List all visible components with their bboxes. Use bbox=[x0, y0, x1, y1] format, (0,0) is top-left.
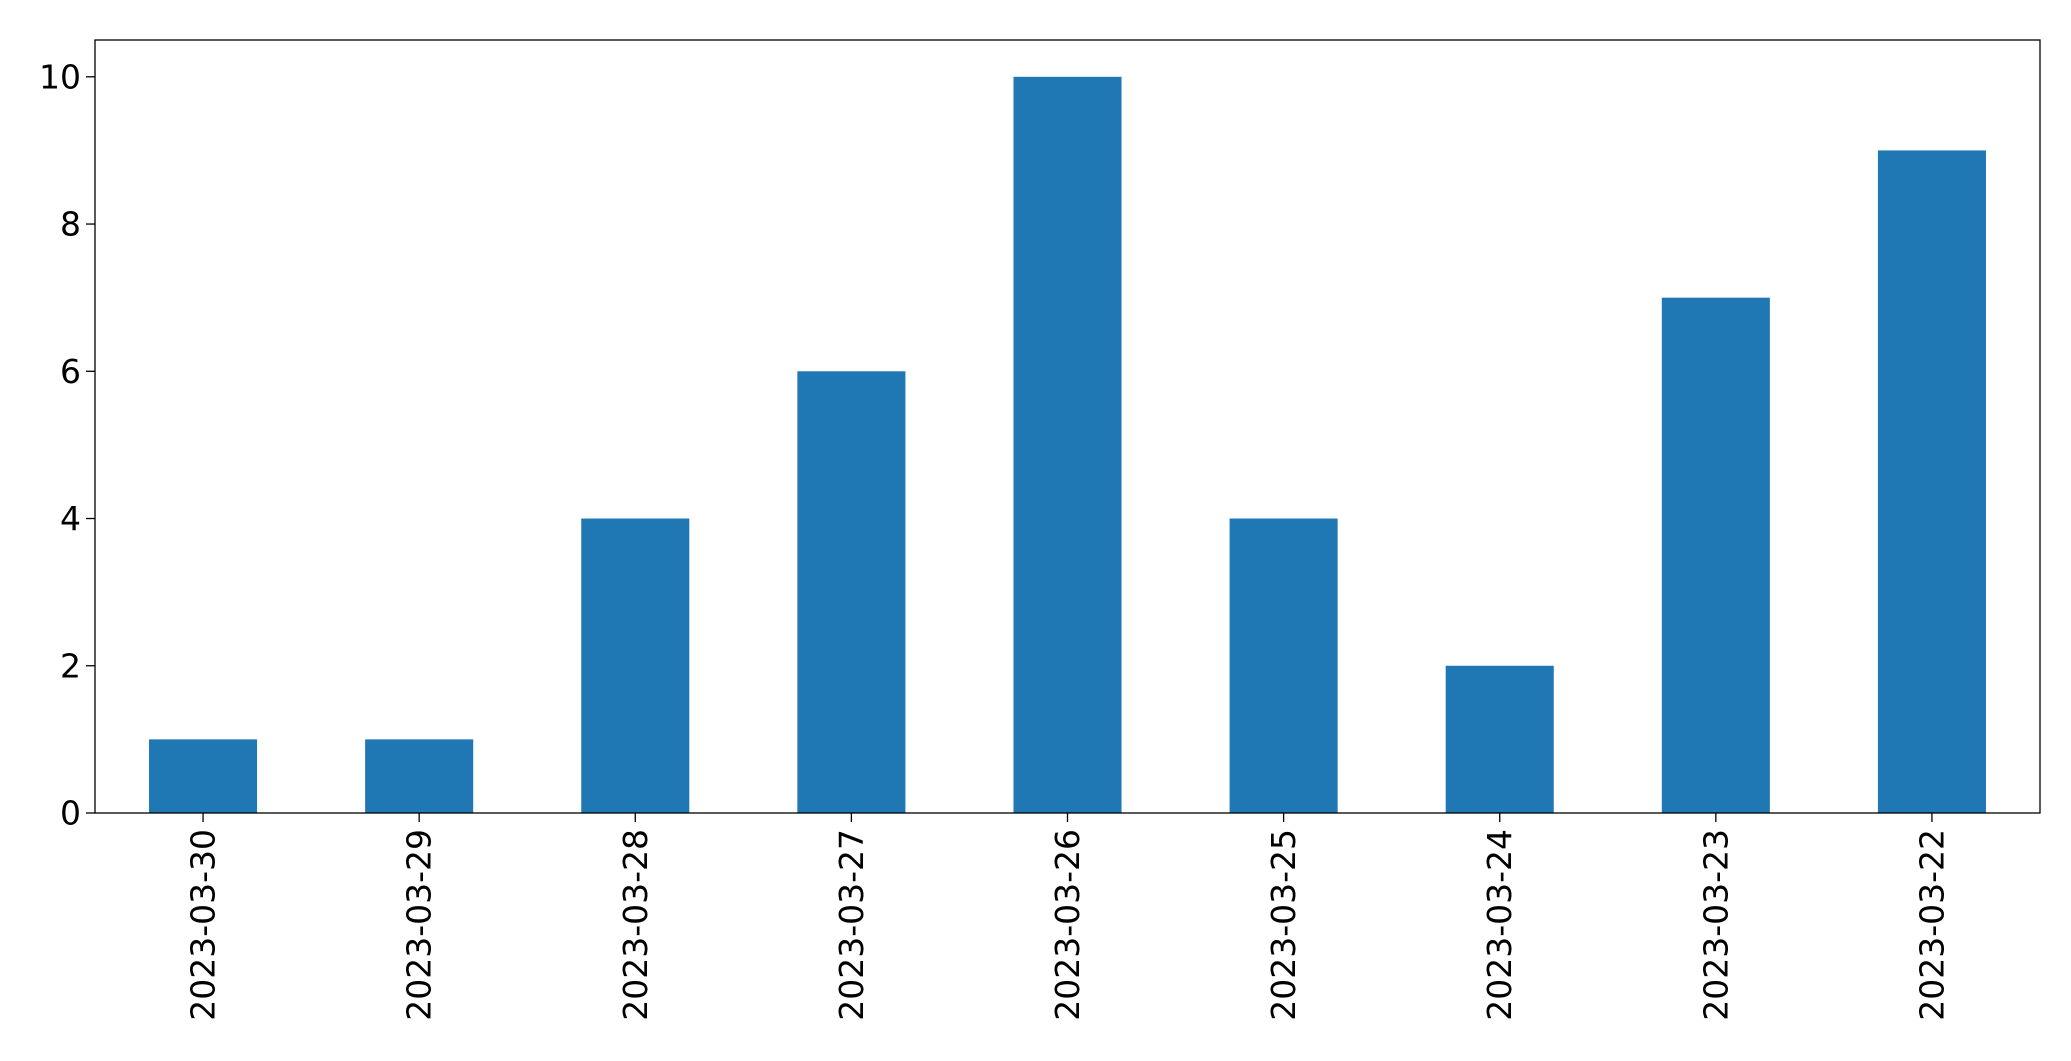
bar-2023-03-22 bbox=[1877, 150, 1986, 813]
bar-2023-03-27 bbox=[797, 371, 906, 813]
y-tick-label: 0 bbox=[60, 794, 81, 833]
x-tick-label: 2023-03-29 bbox=[400, 829, 439, 1021]
x-tick-label: 2023-03-28 bbox=[616, 829, 655, 1021]
bar-2023-03-28 bbox=[581, 518, 690, 813]
y-tick-label: 6 bbox=[60, 352, 81, 391]
bar-2023-03-23 bbox=[1661, 297, 1770, 814]
x-tick-label: 2023-03-27 bbox=[832, 829, 871, 1021]
x-tick-label: 2023-03-25 bbox=[1264, 829, 1303, 1021]
x-axis: 2023-03-30 2023-03-29 2023-03-28 2023-03-27… bbox=[184, 813, 1951, 1021]
x-tick-label: 2023-03-22 bbox=[1912, 829, 1951, 1021]
bar-2023-03-26 bbox=[1013, 76, 1122, 814]
bar-2023-03-29 bbox=[365, 739, 474, 813]
bar-2023-03-30 bbox=[149, 739, 258, 813]
x-tick-label: 2023-03-26 bbox=[1048, 829, 1087, 1021]
y-tick-label: 4 bbox=[60, 499, 81, 538]
y-tick-label: 8 bbox=[60, 205, 81, 244]
x-tick-label: 2023-03-23 bbox=[1696, 829, 1735, 1021]
bars-group bbox=[149, 76, 1986, 814]
y-tick-label: 2 bbox=[60, 646, 81, 685]
y-tick-label: 10 bbox=[39, 57, 81, 96]
plot-frame bbox=[94, 39, 2041, 814]
x-tick-label: 2023-03-24 bbox=[1480, 829, 1519, 1021]
bar-2023-03-24 bbox=[1445, 665, 1554, 813]
y-axis: 0 2 4 6 8 10 bbox=[39, 57, 95, 833]
x-tick-label: 2023-03-30 bbox=[184, 829, 223, 1021]
bar-2023-03-25 bbox=[1229, 518, 1338, 813]
